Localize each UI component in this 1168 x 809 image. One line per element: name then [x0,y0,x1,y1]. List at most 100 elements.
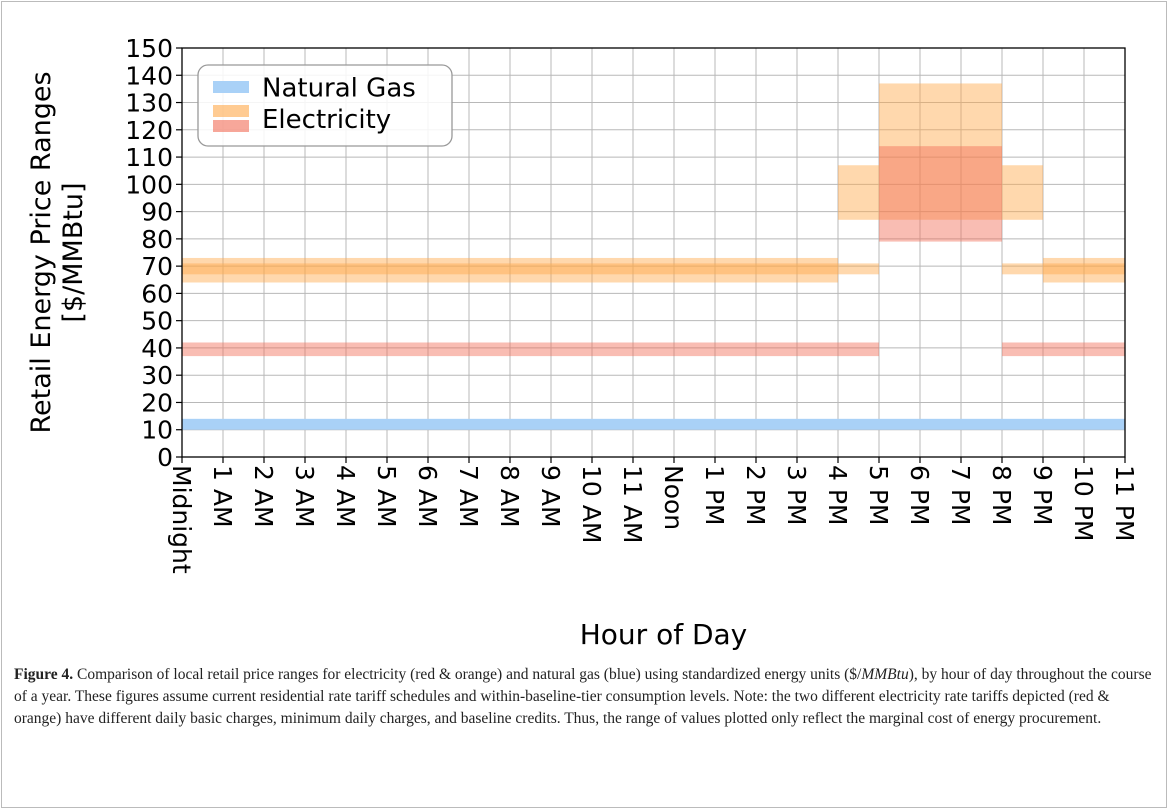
range-bar [469,257,510,283]
range-bar [387,418,428,430]
x-tick-label: 5 AM [372,465,401,528]
range-bar [223,342,264,357]
range-bar [551,342,592,357]
legend-swatch [213,105,249,117]
range-bar [592,418,633,430]
range-bar [1043,342,1084,357]
range-bar [551,263,592,275]
range-bar [674,263,715,275]
range-bar [592,342,633,357]
legend-label: Electricity [262,105,391,135]
y-tick-label: 0 [157,443,173,472]
range-bar [674,257,715,283]
range-bar [797,263,838,275]
x-tick-label: 10 PM [1069,465,1098,541]
range-bar [838,342,879,357]
x-tick-label: 9 PM [1028,465,1057,526]
y-tick-label: 90 [141,198,173,227]
range-bar [838,165,879,220]
range-bar [715,263,756,275]
range-bar [182,418,223,430]
x-tick-label: 7 PM [946,465,975,526]
range-bar [715,418,756,430]
range-bar [797,418,838,430]
y-tick-label: 60 [141,279,173,308]
y-tick-label: 20 [141,388,173,417]
x-tick-label: 7 AM [454,465,483,528]
range-bar [305,257,346,283]
range-bar [428,257,469,283]
range-bar [346,342,387,357]
range-bar [1043,418,1084,430]
range-bar [346,257,387,283]
range-bar [223,263,264,275]
range-bar [715,342,756,357]
x-tick-label: 4 PM [823,465,852,526]
x-tick-label: 8 AM [495,465,524,528]
range-bar [510,263,551,275]
range-bar [920,418,961,430]
range-bar [1084,263,1125,275]
range-bar [838,263,879,275]
range-bar [633,257,674,283]
x-tick-label: 2 PM [741,465,770,526]
range-bar [551,418,592,430]
x-tick-label: 6 AM [413,465,442,528]
legend-swatch [213,81,249,93]
range-bar [961,146,1002,242]
range-bar [756,342,797,357]
x-tick-label: 3 PM [782,465,811,526]
range-bar [879,146,920,242]
range-bar [592,263,633,275]
range-bar [346,263,387,275]
range-bar [715,257,756,283]
x-tick-label: 11 AM [618,465,647,543]
y-tick-label: 80 [141,225,173,254]
x-tick-label: 9 AM [536,465,565,528]
range-bar [633,342,674,357]
y-tick-label: 30 [141,361,173,390]
range-bar [264,342,305,357]
range-bar [428,263,469,275]
range-bar [961,83,1002,220]
range-bar [838,418,879,430]
range-bar [1002,342,1043,357]
legend-box [197,64,453,147]
x-tick-label: Midnight [167,465,196,574]
range-bar [469,263,510,275]
x-tick-label: 2 AM [249,465,278,528]
range-bar [1002,263,1043,275]
y-tick-label: 40 [141,334,173,363]
range-bar [1084,257,1125,283]
x-tick-label: 8 PM [987,465,1016,526]
range-bar [674,342,715,357]
caption: Figure 4. Comparison of local retail pri… [14,664,1154,730]
caption-label: Figure 4. [14,666,74,683]
y-tick-label: 150 [125,34,173,63]
range-bar [264,263,305,275]
range-bar [1002,165,1043,220]
range-bar [756,257,797,283]
range-bar [264,418,305,430]
y-tick-label: 140 [125,61,173,90]
range-bar [797,342,838,357]
range-bar [797,257,838,283]
range-bar [182,257,223,283]
x-tick-label: 3 AM [290,465,319,528]
range-bar [305,342,346,357]
range-bar [510,257,551,283]
range-bar [879,418,920,430]
caption-text: Comparison of local retail price ranges … [73,666,862,683]
range-bar [223,418,264,430]
range-bar [756,418,797,430]
legend-label: Natural Gas [262,74,416,104]
x-tick-label: 11 PM [1110,465,1139,541]
x-axis-label: Hour of Day [580,618,748,651]
range-bar [1084,418,1125,430]
x-tick-label: 5 PM [864,465,893,526]
range-bar [551,257,592,283]
range-bar [674,418,715,430]
range-bar [756,263,797,275]
range-bar [510,418,551,430]
